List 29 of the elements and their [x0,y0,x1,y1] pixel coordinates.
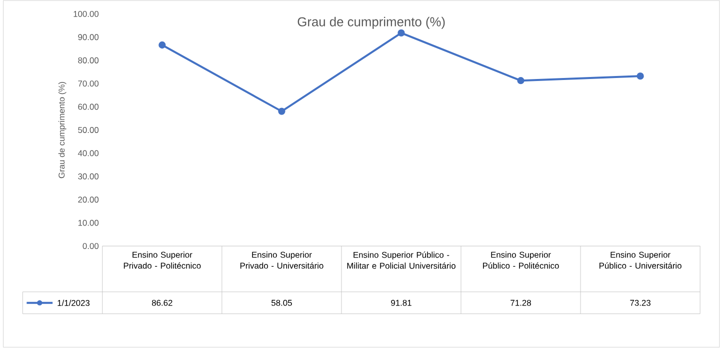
point [636,72,644,80]
x-tick-label: Ensino Superior Privado - Universitário [240,252,324,269]
y-tick-label: 80.00 [78,58,99,64]
point [158,42,166,49]
y-tick-label: 100.00 [74,11,99,18]
legend-label: 1/1/2023 [58,300,90,306]
y-tick-label: 10.00 [78,220,99,226]
x-tick-label: Ensino Superior Público - Universitário [600,252,682,269]
x-tick-label: Ensino Superior Privado - Politécnico [124,252,201,269]
data-label: 91.81 [391,300,412,306]
y-tick-label: 70.00 [78,80,99,87]
y-axis-title: Grau de cumprimento (%) [58,82,66,178]
chart-title: Grau de cumprimento (%) [298,17,445,30]
x-tick-label: Ensino Superior Público - Militar e Policial Universitário [347,252,456,269]
x-tick-label: Ensino Superior Público - Politécnico [483,252,559,269]
point [398,30,405,37]
point [517,77,524,84]
y-tick-label: 60.00 [78,104,99,110]
point [278,108,286,116]
y-tick-label: 50.00 [78,127,99,134]
data-label: 58.05 [271,300,292,306]
y-tick-label: 0.00 [82,243,99,250]
data-label: 71.28 [510,300,531,306]
y-tick-label: 40.00 [78,150,99,156]
y-tick-label: 90.00 [78,34,99,40]
data-label: 73.23 [630,300,650,306]
data-label: 86.62 [152,300,172,306]
y-tick-label: 20.00 [78,196,99,203]
y-tick-label: 30.00 [78,174,99,180]
